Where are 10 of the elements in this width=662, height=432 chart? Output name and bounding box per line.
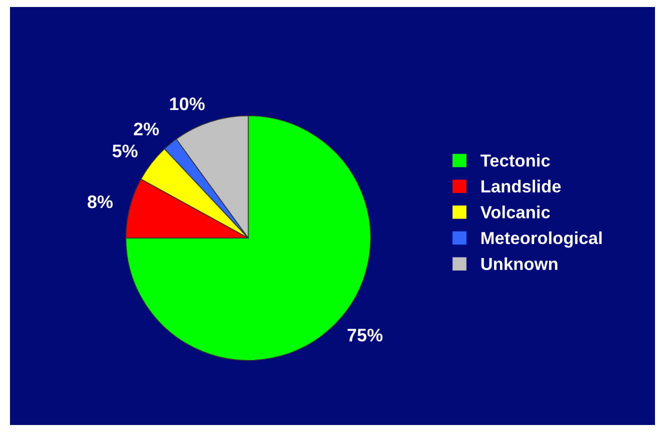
legend-label: Landslide (481, 180, 561, 193)
data-label: 2% (134, 122, 159, 136)
data-label: 10% (170, 97, 205, 110)
data-label: 75% (348, 328, 383, 342)
data-label: 8% (88, 195, 113, 208)
data-label: 5% (112, 144, 138, 158)
legend-label: Tectonic (480, 154, 550, 167)
legend-label: Meteorological (481, 231, 602, 248)
legend-label: Unknown (481, 257, 558, 270)
legend-label: Volcanic (480, 206, 550, 218)
